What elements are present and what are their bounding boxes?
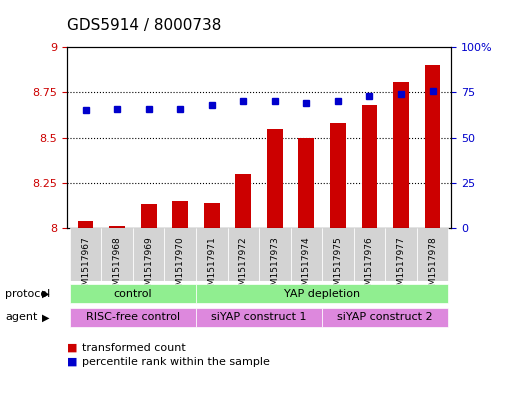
Text: transformed count: transformed count (82, 343, 186, 353)
FancyBboxPatch shape (290, 228, 322, 281)
Bar (393, 81, 409, 228)
Text: ▶: ▶ (43, 289, 50, 299)
Bar (299, 138, 314, 228)
Text: GDS5914 / 8000738: GDS5914 / 8000738 (67, 18, 221, 33)
Text: GSM1517969: GSM1517969 (144, 236, 153, 297)
Text: YAP depletion: YAP depletion (284, 289, 360, 299)
Text: percentile rank within the sample: percentile rank within the sample (82, 356, 270, 367)
FancyBboxPatch shape (165, 228, 196, 281)
FancyBboxPatch shape (196, 284, 448, 303)
FancyBboxPatch shape (322, 308, 448, 327)
Text: siYAP construct 2: siYAP construct 2 (338, 312, 433, 322)
FancyBboxPatch shape (196, 308, 322, 327)
Bar (235, 174, 251, 228)
FancyBboxPatch shape (417, 228, 448, 281)
Text: RISC-free control: RISC-free control (86, 312, 180, 322)
Text: ■: ■ (67, 343, 77, 353)
Text: GSM1517968: GSM1517968 (113, 236, 122, 297)
Bar (330, 123, 346, 228)
FancyBboxPatch shape (353, 228, 385, 281)
Bar (425, 65, 440, 228)
FancyBboxPatch shape (385, 228, 417, 281)
Bar (109, 226, 125, 228)
Text: GSM1517974: GSM1517974 (302, 236, 311, 297)
Bar (362, 105, 378, 228)
Text: GSM1517978: GSM1517978 (428, 236, 437, 297)
Text: GSM1517971: GSM1517971 (207, 236, 216, 297)
Text: GSM1517973: GSM1517973 (270, 236, 280, 297)
Text: GSM1517970: GSM1517970 (176, 236, 185, 297)
Text: ▶: ▶ (43, 312, 50, 322)
Bar (78, 221, 93, 228)
FancyBboxPatch shape (70, 228, 102, 281)
Text: GSM1517975: GSM1517975 (333, 236, 342, 297)
FancyBboxPatch shape (70, 308, 196, 327)
Text: GSM1517976: GSM1517976 (365, 236, 374, 297)
Text: agent: agent (5, 312, 37, 322)
FancyBboxPatch shape (70, 284, 196, 303)
Bar (172, 201, 188, 228)
FancyBboxPatch shape (196, 228, 228, 281)
FancyBboxPatch shape (322, 228, 353, 281)
FancyBboxPatch shape (133, 228, 165, 281)
Bar (204, 203, 220, 228)
Bar (267, 129, 283, 228)
Text: GSM1517977: GSM1517977 (397, 236, 405, 297)
Text: protocol: protocol (5, 289, 50, 299)
Bar (141, 204, 156, 228)
Text: ■: ■ (67, 356, 77, 367)
FancyBboxPatch shape (228, 228, 259, 281)
Text: GSM1517972: GSM1517972 (239, 236, 248, 297)
FancyBboxPatch shape (259, 228, 290, 281)
Text: siYAP construct 1: siYAP construct 1 (211, 312, 307, 322)
Text: GSM1517967: GSM1517967 (81, 236, 90, 297)
Text: control: control (113, 289, 152, 299)
FancyBboxPatch shape (102, 228, 133, 281)
